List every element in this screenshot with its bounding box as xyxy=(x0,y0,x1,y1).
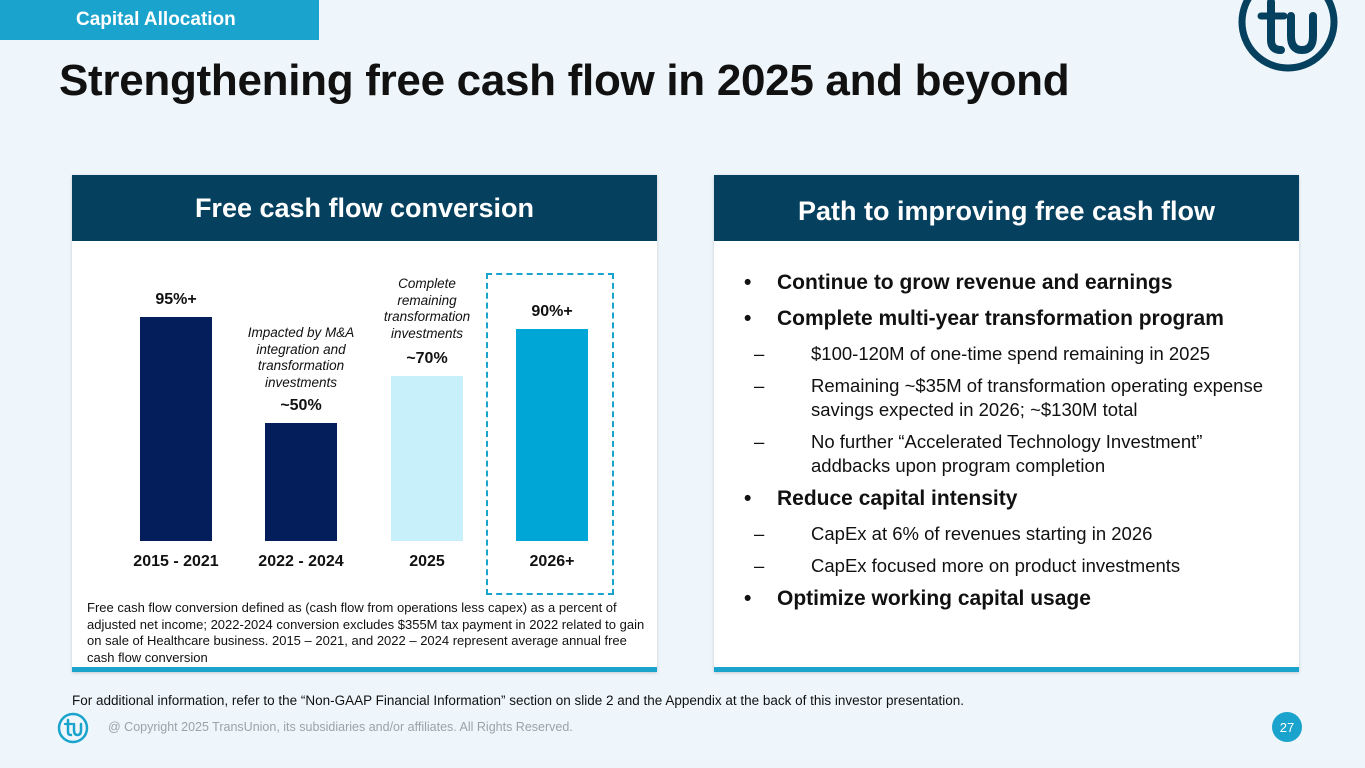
bar-4 xyxy=(516,328,588,541)
category-label: 2022 - 2024 xyxy=(258,553,344,570)
bullet-list: • Continue to grow revenue and earnings •… xyxy=(744,270,1284,622)
fcf-conversion-panel: Free cash flow conversion Impacted by M&… xyxy=(72,175,657,672)
dash-mark: – xyxy=(754,375,765,396)
transunion-logo-icon xyxy=(1238,0,1338,72)
fcf-conversion-header: Free cash flow conversion xyxy=(72,175,657,241)
annotation-m-and-a: Impacted by M&A integration and transfor… xyxy=(247,325,355,390)
section-tag: Capital Allocation xyxy=(0,0,319,40)
bullet-mark: • xyxy=(744,487,752,510)
annotation-transformation: Complete remaining transformation invest… xyxy=(383,276,471,341)
bar-2 xyxy=(265,423,337,541)
bar-value-label: 95%+ xyxy=(155,290,197,308)
page-title: Strengthening free cash flow in 2025 and… xyxy=(59,56,1070,105)
panel-accent-bar xyxy=(72,667,657,672)
bullet-mark: • xyxy=(744,587,752,610)
page-number: 27 xyxy=(1272,712,1302,742)
fcf-path-header: Path to improving free cash flow xyxy=(714,175,1299,241)
copyright-text: @ Copyright 2025 TransUnion, its subsidi… xyxy=(108,720,573,734)
bar-3 xyxy=(391,375,463,541)
sub-bullet-item: – Remaining ~$35M of transformation opera… xyxy=(754,375,1263,420)
non-gaap-footnote: For additional information, refer to the… xyxy=(72,693,964,708)
category-label: 2025 xyxy=(409,553,445,570)
fcf-conversion-chart: Impacted by M&A integration and transfor… xyxy=(72,175,657,672)
bullet-mark: • xyxy=(744,307,752,330)
transunion-footer-logo-icon xyxy=(57,712,89,744)
highlight-2026-box xyxy=(486,273,614,595)
sub-bullet-item: – CapEx focused more on product investmen… xyxy=(754,555,1181,576)
bullet-item: • Optimize working capital usage xyxy=(744,587,1091,610)
category-label: 2015 - 2021 xyxy=(133,553,219,570)
dash-mark: – xyxy=(754,555,765,576)
bar-value-label: 90%+ xyxy=(531,302,573,320)
sub-bullet-item: – No further “Accelerated Technology Inve… xyxy=(754,431,1203,476)
dash-mark: – xyxy=(754,431,765,452)
category-label: 2026+ xyxy=(529,553,575,570)
bullet-mark: • xyxy=(744,271,752,294)
fcf-path-panel: Path to improving free cash flow • Contin… xyxy=(714,175,1299,672)
dash-mark: – xyxy=(754,523,765,544)
bar-1 xyxy=(140,316,212,541)
bullet-item: • Complete multi-year transformation prog… xyxy=(744,307,1224,330)
bar-value-label: ~50% xyxy=(280,397,322,414)
bullet-item: • Reduce capital intensity xyxy=(744,487,1018,510)
sub-bullet-item: – CapEx at 6% of revenues starting in 202… xyxy=(754,523,1153,544)
sub-bullet-item: – $100-120M of one-time spend remaining i… xyxy=(754,343,1211,364)
dash-mark: – xyxy=(754,343,765,364)
chart-definition-note: Free cash flow conversion defined as (ca… xyxy=(87,600,645,665)
panel-accent-bar xyxy=(714,667,1299,672)
bullet-item: • Continue to grow revenue and earnings xyxy=(744,271,1173,294)
bar-value-label: ~70% xyxy=(406,349,448,367)
